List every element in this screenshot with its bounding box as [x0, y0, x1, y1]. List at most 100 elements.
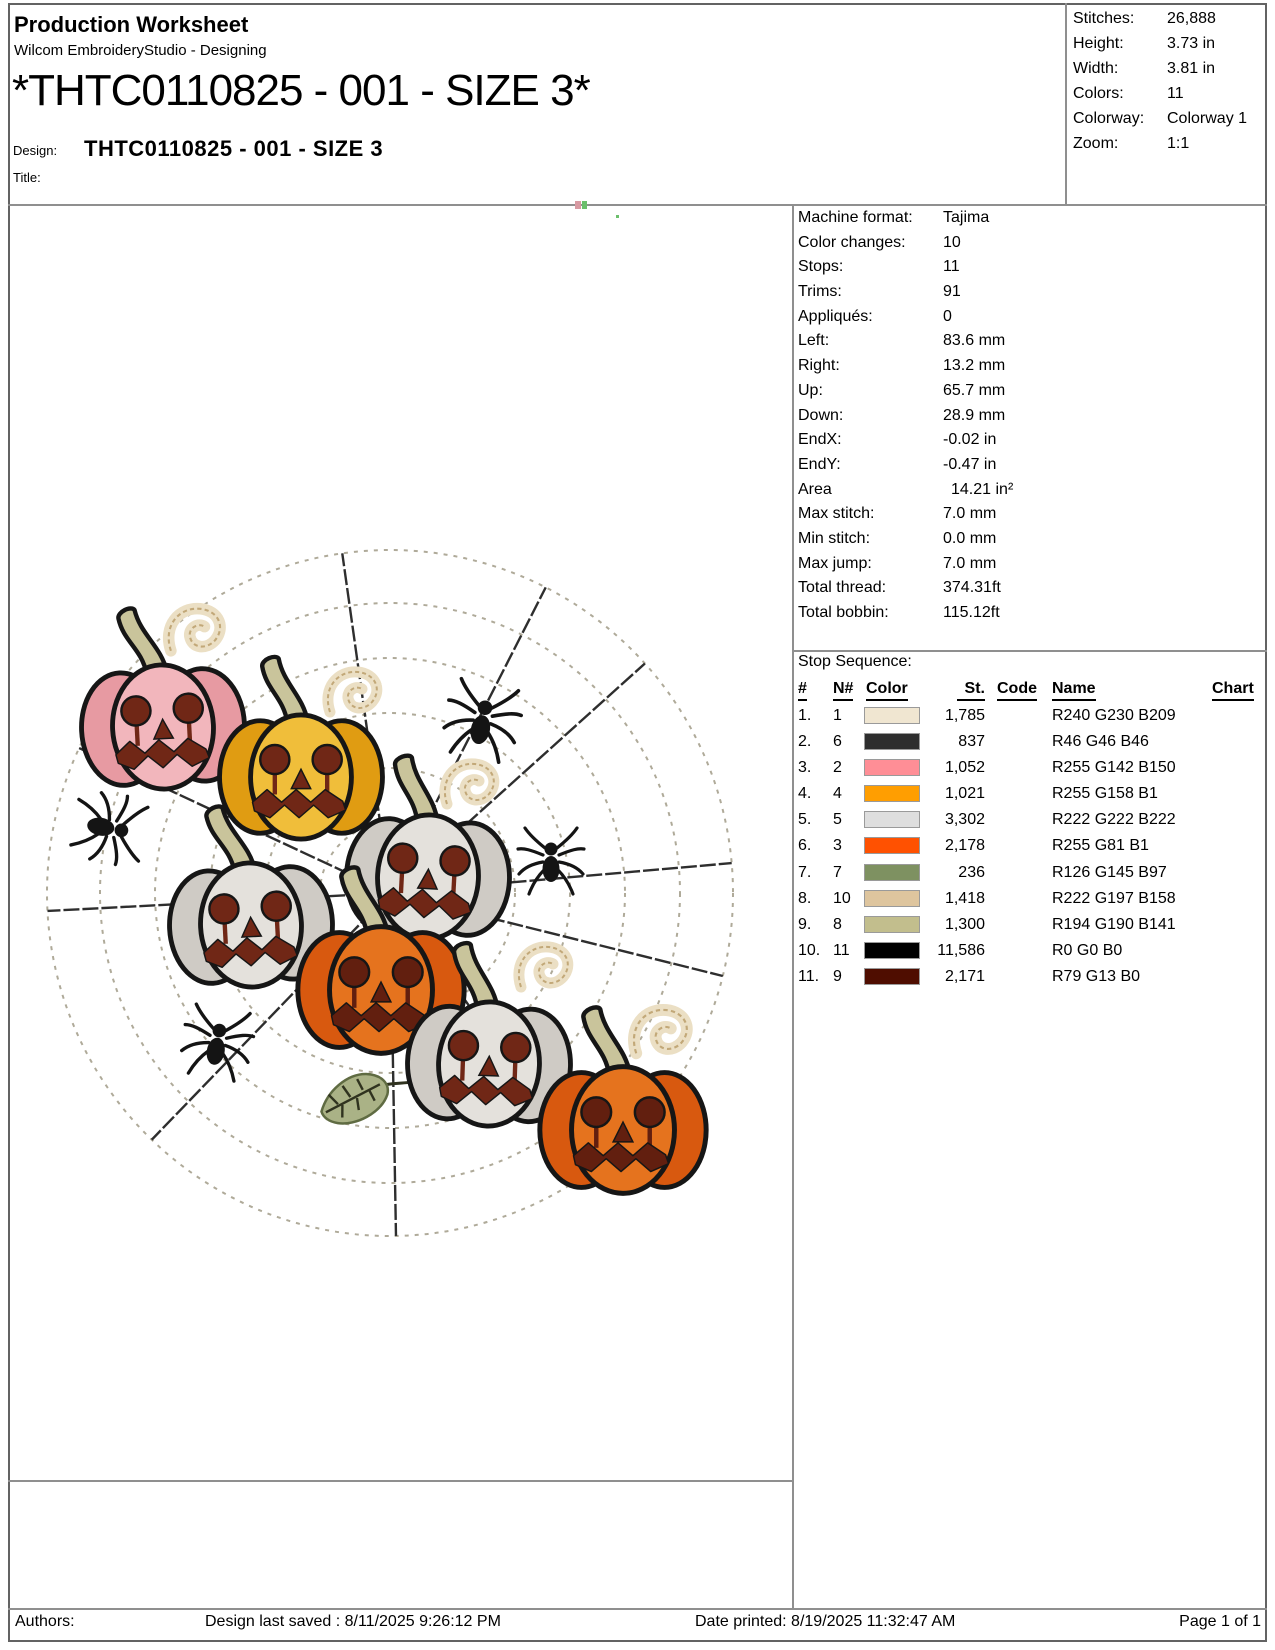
divider-summary-left: [1065, 3, 1067, 205]
machine-info-value: 83.6 mm: [943, 332, 1006, 350]
seq-cell-name: R79 G13 B0: [1052, 967, 1141, 985]
seq-cell-n: 11: [833, 941, 850, 959]
seq-cell-num: 9.: [798, 915, 812, 933]
seq-cell-stitches: 1,418: [944, 889, 985, 907]
machine-info-label: Stops:: [798, 258, 844, 276]
jack-o-lantern-eye: [386, 842, 419, 874]
machine-info-row: Left: 83.6 mm: [793, 329, 1253, 354]
machine-info-label: Total thread:: [798, 579, 887, 597]
stop-sequence-row: 4. 4 1,021 R255 G158 B1: [793, 781, 1271, 807]
column-header-color: Color: [866, 680, 908, 701]
machine-info-label: Machine format:: [798, 209, 913, 226]
seq-cell-num: 8.: [798, 889, 812, 907]
pumpkin-silver-lower: [405, 940, 573, 1129]
machine-info-row: Stops: 11: [793, 255, 1253, 280]
machine-info-value: Tajima: [943, 209, 990, 226]
jack-o-lantern-mouth: [572, 1142, 670, 1173]
stop-sequence-row: 3. 2 1,052 R255 G142 B150: [793, 755, 1271, 781]
jack-o-lantern-eye: [633, 1096, 666, 1129]
stop-sequence-row: 7. 7 236 R126 G145 B97: [793, 860, 1271, 886]
column-header-code: Code: [997, 680, 1037, 701]
seq-cell-stitches: 2,171: [944, 967, 985, 985]
divider-design-bottom: [8, 1480, 794, 1482]
machine-info-value: 65.7 mm: [943, 381, 1006, 399]
column-header-st: St.: [957, 680, 985, 701]
seq-cell-name: R46 G46 B46: [1052, 733, 1149, 751]
column-header-n: N#: [833, 680, 854, 701]
jack-o-lantern-nose: [477, 1054, 500, 1077]
machine-info-value: 7.0 mm: [943, 554, 997, 572]
seq-cell-n: 5: [833, 811, 842, 829]
pumpkin-stem: [260, 654, 310, 725]
page-title: Production Worksheet: [14, 12, 249, 37]
pumpkin-stem: [392, 753, 440, 825]
jack-o-lantern-eye: [120, 695, 152, 727]
column-header-num: #: [798, 680, 807, 701]
jack-o-lantern-mouth: [115, 737, 211, 771]
pumpkin-stem: [116, 606, 170, 676]
page-border-bottom: [8, 1640, 1267, 1642]
machine-info-label: Color changes:: [798, 233, 906, 251]
title-label: Title:: [13, 170, 41, 185]
pumpkin-stem: [339, 865, 391, 937]
app-subtitle: Wilcom EmbroideryStudio - Designing: [14, 42, 267, 59]
jack-o-lantern-eye: [260, 890, 293, 922]
jack-o-lantern-nose: [369, 980, 393, 1003]
jack-o-lantern-nose: [416, 867, 439, 890]
page-border-top: [8, 3, 1267, 5]
machine-info-panel: Machine format: Tajima Color changes: 10 Sto…: [793, 206, 1253, 626]
column-header-chart: Chart: [1212, 680, 1254, 701]
seq-color-swatch: [864, 759, 920, 777]
stop-sequence-row: 6. 3 2,178 R255 G81 B1: [793, 833, 1271, 859]
stop-sequence-row: 1. 1 1,785 R240 G230 B209: [793, 703, 1271, 729]
machine-info-label: Total bobbin:: [798, 604, 889, 621]
jack-o-lantern-eye: [500, 1031, 532, 1064]
design-label: Design:: [13, 143, 58, 158]
summary-row: Stitches: 26,888: [1066, 6, 1266, 31]
spider-icon: [180, 1002, 256, 1083]
date-printed-text: Date printed: 8/19/2025 11:32:47 AM: [695, 1613, 956, 1630]
jack-o-lantern-eye: [391, 956, 424, 989]
seq-color-swatch: [864, 785, 920, 803]
summary-row: Zoom: 1:1: [1066, 131, 1266, 156]
stop-sequence-table: 1. 1 1,785 R240 G230 B209 2. 6 837 R46 G46 B46 3…: [793, 703, 1271, 990]
jack-o-lantern-eye: [259, 743, 291, 776]
pumpkin-stem: [451, 940, 500, 1012]
seq-color-swatch: [864, 811, 920, 829]
seq-cell-num: 10.: [798, 941, 821, 959]
machine-info-row: Color changes: 10: [793, 231, 1253, 256]
seq-cell-stitches: 2,178: [944, 837, 985, 855]
swirl-graphic: [439, 758, 500, 810]
seq-cell-num: 7.: [798, 863, 812, 881]
design-name-value: THTC0110825 - 001 - SIZE 3: [84, 136, 384, 161]
seq-cell-n: 8: [833, 915, 842, 933]
spider-icon: [442, 676, 523, 764]
jack-o-lantern-mouth: [330, 1002, 428, 1033]
jack-o-lantern-eye: [208, 893, 240, 925]
machine-info-row: Appliqués: 0: [793, 305, 1253, 330]
machine-info-label: Min stitch:: [798, 529, 871, 547]
summary-label: Height:: [1073, 35, 1124, 52]
pumpkin-gold: [217, 654, 385, 842]
page-border-right: [1265, 3, 1267, 1642]
stop-sequence-row: 8. 10 1,418 R222 G197 B158: [793, 886, 1271, 912]
authors-label: Authors:: [15, 1613, 75, 1630]
seq-cell-name: R126 G145 B97: [1052, 863, 1167, 881]
machine-info-value: 0: [943, 307, 952, 325]
seq-color-swatch: [864, 837, 920, 855]
seq-cell-stitches: 3,302: [944, 811, 985, 829]
machine-info-label: Left:: [798, 332, 830, 350]
seq-color-swatch: [864, 967, 920, 985]
seq-cell-num: 4.: [798, 785, 812, 803]
seq-cell-n: 6: [833, 733, 842, 751]
summary-label: Stitches:: [1073, 10, 1135, 27]
pumpkin-stem: [204, 804, 258, 874]
machine-info-value: 7.0 mm: [943, 505, 997, 523]
seq-cell-n: 2: [833, 759, 842, 777]
seq-cell-stitches: 837: [958, 733, 985, 751]
machine-info-label: Trims:: [798, 283, 842, 301]
jack-o-lantern-eye: [338, 956, 371, 989]
jack-o-lantern-eye: [311, 743, 343, 776]
seq-cell-stitches: 1,052: [944, 759, 985, 777]
